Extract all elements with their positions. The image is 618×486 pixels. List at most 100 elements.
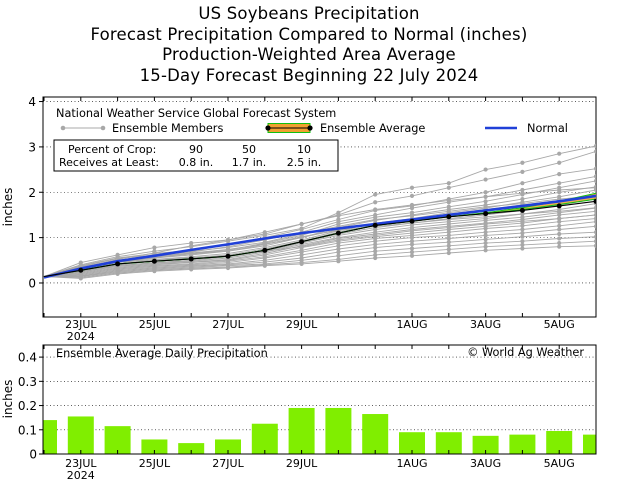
member-point [557,216,562,221]
member-point [593,243,596,248]
member-point [409,242,415,247]
daily-precip-bar [141,439,168,454]
member-point [373,233,378,238]
member-point [409,202,415,208]
legend-average-swatch [265,123,313,133]
bottom-y-axis: 0 0.1 0.2 0.3 0.4 [18,351,43,462]
top-y-tick-label-1: 1 [28,231,36,245]
member-point [189,251,194,257]
crop-amount-90: 0.8 in. [179,156,214,169]
crop-amount-10: 2.5 in. [287,156,322,169]
member-point [446,225,451,230]
ensemble-average-point [335,230,341,236]
member-point [557,227,562,232]
top-x-tick-label-0: 23JUL [65,318,97,331]
member-point [483,190,488,195]
member-point [446,230,451,235]
ensemble-average-point [299,239,305,245]
top-x-tick-label-5: 3AUG [470,318,501,331]
member-point [446,233,451,238]
top-x-tick-label-3: 29JUL [286,318,318,331]
member-point [409,228,415,233]
member-point [593,234,596,239]
top-y-tick-label-2: 2 [28,186,36,200]
member-point [483,167,488,172]
daily-precip-bars [43,407,596,454]
daily-precip-bar [288,407,315,454]
member-point [225,237,231,242]
member-line-13 [43,218,596,278]
bottom-y-tick-label-3: 0.3 [18,375,37,389]
member-line-23 [43,207,596,278]
member-point [557,223,562,228]
member-point [446,240,451,245]
member-point [593,149,596,154]
top-y-tick-label-4: 4 [28,95,36,109]
ensemble-average-point [262,247,268,253]
member-point [373,252,378,257]
ensemble-average-points [78,198,596,273]
bottom-plot-border [42,344,597,455]
legend-members-label: Ensemble Members [112,122,223,135]
chart-title-block: US Soybeans Precipitation Forecast Preci… [0,4,618,86]
member-point [409,250,415,255]
member-point [225,265,231,271]
member-line-12 [43,214,596,278]
ensemble-average-point [593,198,596,204]
bottom-x-tick-label-4: 1AUG [396,457,427,470]
member-point [520,239,525,244]
member-line-15 [43,225,596,278]
daily-precip-bar [178,443,205,454]
daily-precip-bar [67,416,94,454]
top-y-tick-label-0: 0 [28,276,36,290]
daily-precip-bar [104,426,131,454]
bottom-plot-frame [42,344,597,455]
member-point [446,250,451,256]
member-point [557,240,562,246]
member-point [593,205,596,210]
bottom-y-tick-label-2: 0.2 [18,399,37,413]
bottom-x-tick-label-2: 27JUL [212,457,244,470]
ensemble-average-point [151,258,157,264]
member-point [520,246,525,251]
bottom-gridlines [43,356,596,431]
top-y-axis-label: inches [1,188,15,227]
legend: National Weather Service Global Forecast… [56,107,568,135]
member-point [409,235,415,240]
bottom-y-axis-label: inches [1,380,15,419]
member-point [299,221,304,227]
member-line-20 [43,187,596,278]
ensemble-average-point [409,218,415,224]
daily-precip-bar [435,432,462,454]
normal-series [43,194,596,279]
member-point [520,196,525,202]
top-x-tick-label-4: 1AUG [396,318,427,331]
member-point [446,185,451,190]
ensemble-average-point [115,261,121,267]
top-x-tick-label-6: 5AUG [544,318,575,331]
bottom-y-tick-label-0: 0 [29,448,37,462]
member-point [446,247,451,252]
chart-subtitle-2: Production-Weighted Area Average [162,45,456,64]
member-point [373,255,378,261]
crop-percent-90: 90 [189,143,203,156]
ensemble-average-point [556,203,562,209]
member-point [152,245,157,250]
member-point [483,177,488,182]
chart-subtitle-3: 15-Day Forecast Beginning 22 July 2024 [139,65,479,85]
member-point [520,160,525,165]
member-point [557,219,562,224]
member-point [557,160,562,165]
chart-title: US Soybeans Precipitation [198,4,420,23]
member-point [557,172,562,177]
crop-percent-label: Percent of Crop: [68,143,156,156]
member-point [483,240,488,246]
member-point [446,181,451,186]
member-point [557,244,562,249]
bottom-x-tick-sublabel-0: 2024 [67,469,95,482]
daily-precip-bar [215,439,241,454]
member-point [373,217,378,222]
member-point [373,192,378,197]
